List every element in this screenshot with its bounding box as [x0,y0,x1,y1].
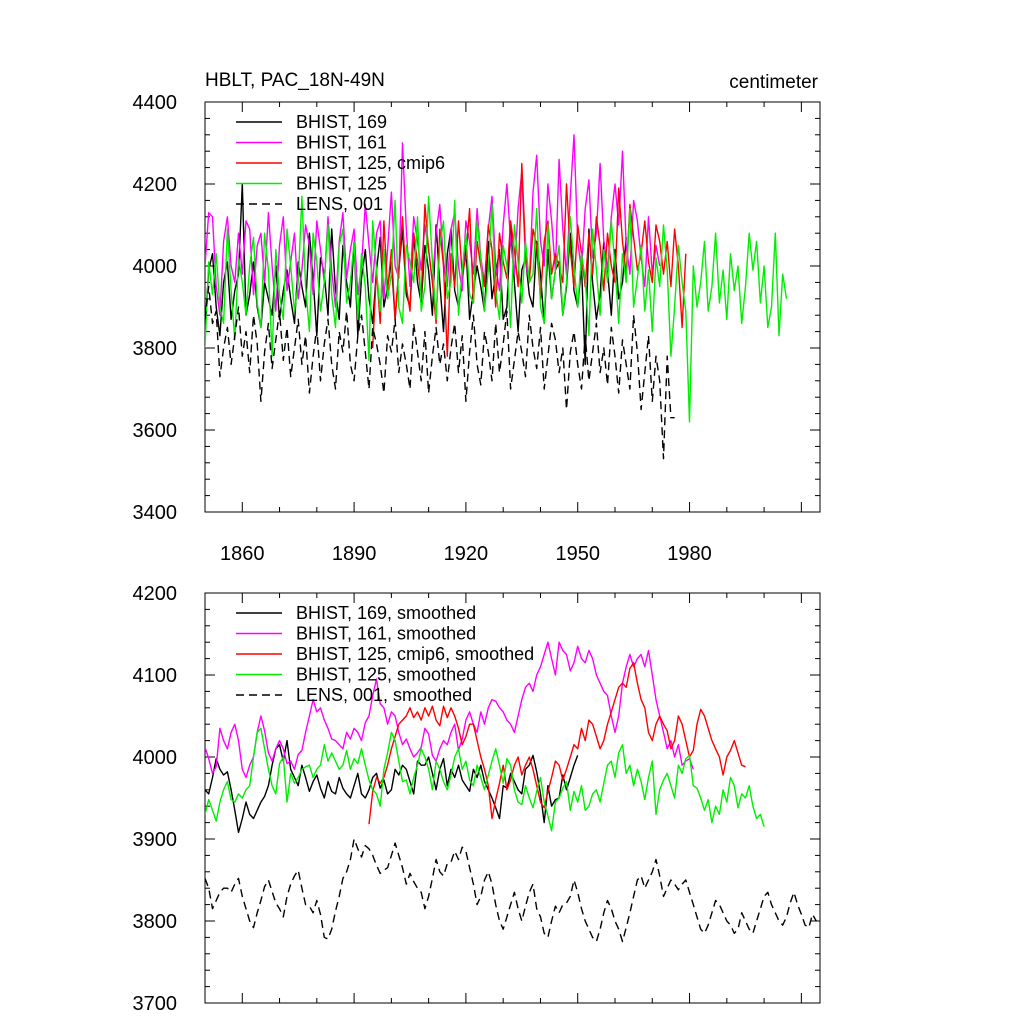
series-line-1 [205,739,579,834]
y-tick-label: 4000 [133,256,178,278]
series-line-3 [368,662,746,825]
plot-frame [204,101,821,513]
legend-label-4: BHIST, 125, smoothed [296,665,476,685]
x-tick-label: 1860 [220,543,265,565]
legend-label-5: LENS, 001 [296,194,383,214]
series-line-4 [205,195,788,423]
legend-label-1: BHIST, 169 [296,112,387,132]
units-label: centimeter [729,72,818,93]
x-tick-label: 1890 [332,543,377,565]
series-line-5 [205,838,817,943]
series-line-2 [205,641,694,779]
y-tick-label: 3700 [133,993,178,1015]
y-tick-label: 3800 [133,911,178,933]
legend-label-3: BHIST, 125, cmip6 [296,153,445,173]
legend-label-5: LENS, 001, smoothed [296,685,472,705]
series-group [205,641,817,943]
series-line-4 [205,727,765,832]
y-tick-label: 3800 [133,338,178,360]
y-tick-label: 4200 [133,174,178,196]
series-group [205,134,788,460]
chart-title: HBLT, PAC_18N-49N [205,70,385,91]
y-tick-label: 3400 [133,502,178,524]
legend-label-3: BHIST, 125, cmip6, smoothed [296,644,534,664]
series-line-5 [205,285,675,460]
x-tick-label: 1980 [667,543,712,565]
legend-label-2: BHIST, 161 [296,133,387,153]
y-tick-label: 4200 [133,583,178,605]
legend-label-4: BHIST, 125 [296,174,387,194]
y-tick-label: 3900 [133,829,178,851]
y-tick-label: 3600 [133,420,178,442]
y-tick-label: 4100 [133,665,178,687]
y-tick-label: 4400 [133,92,178,114]
x-tick-label: 1950 [555,543,600,565]
x-tick-label: 1920 [444,543,489,565]
plot-frame [204,592,821,1004]
legend-label-2: BHIST, 161, smoothed [296,624,476,644]
legend-label-1: BHIST, 169, smoothed [296,603,476,623]
y-tick-label: 4000 [133,747,178,769]
